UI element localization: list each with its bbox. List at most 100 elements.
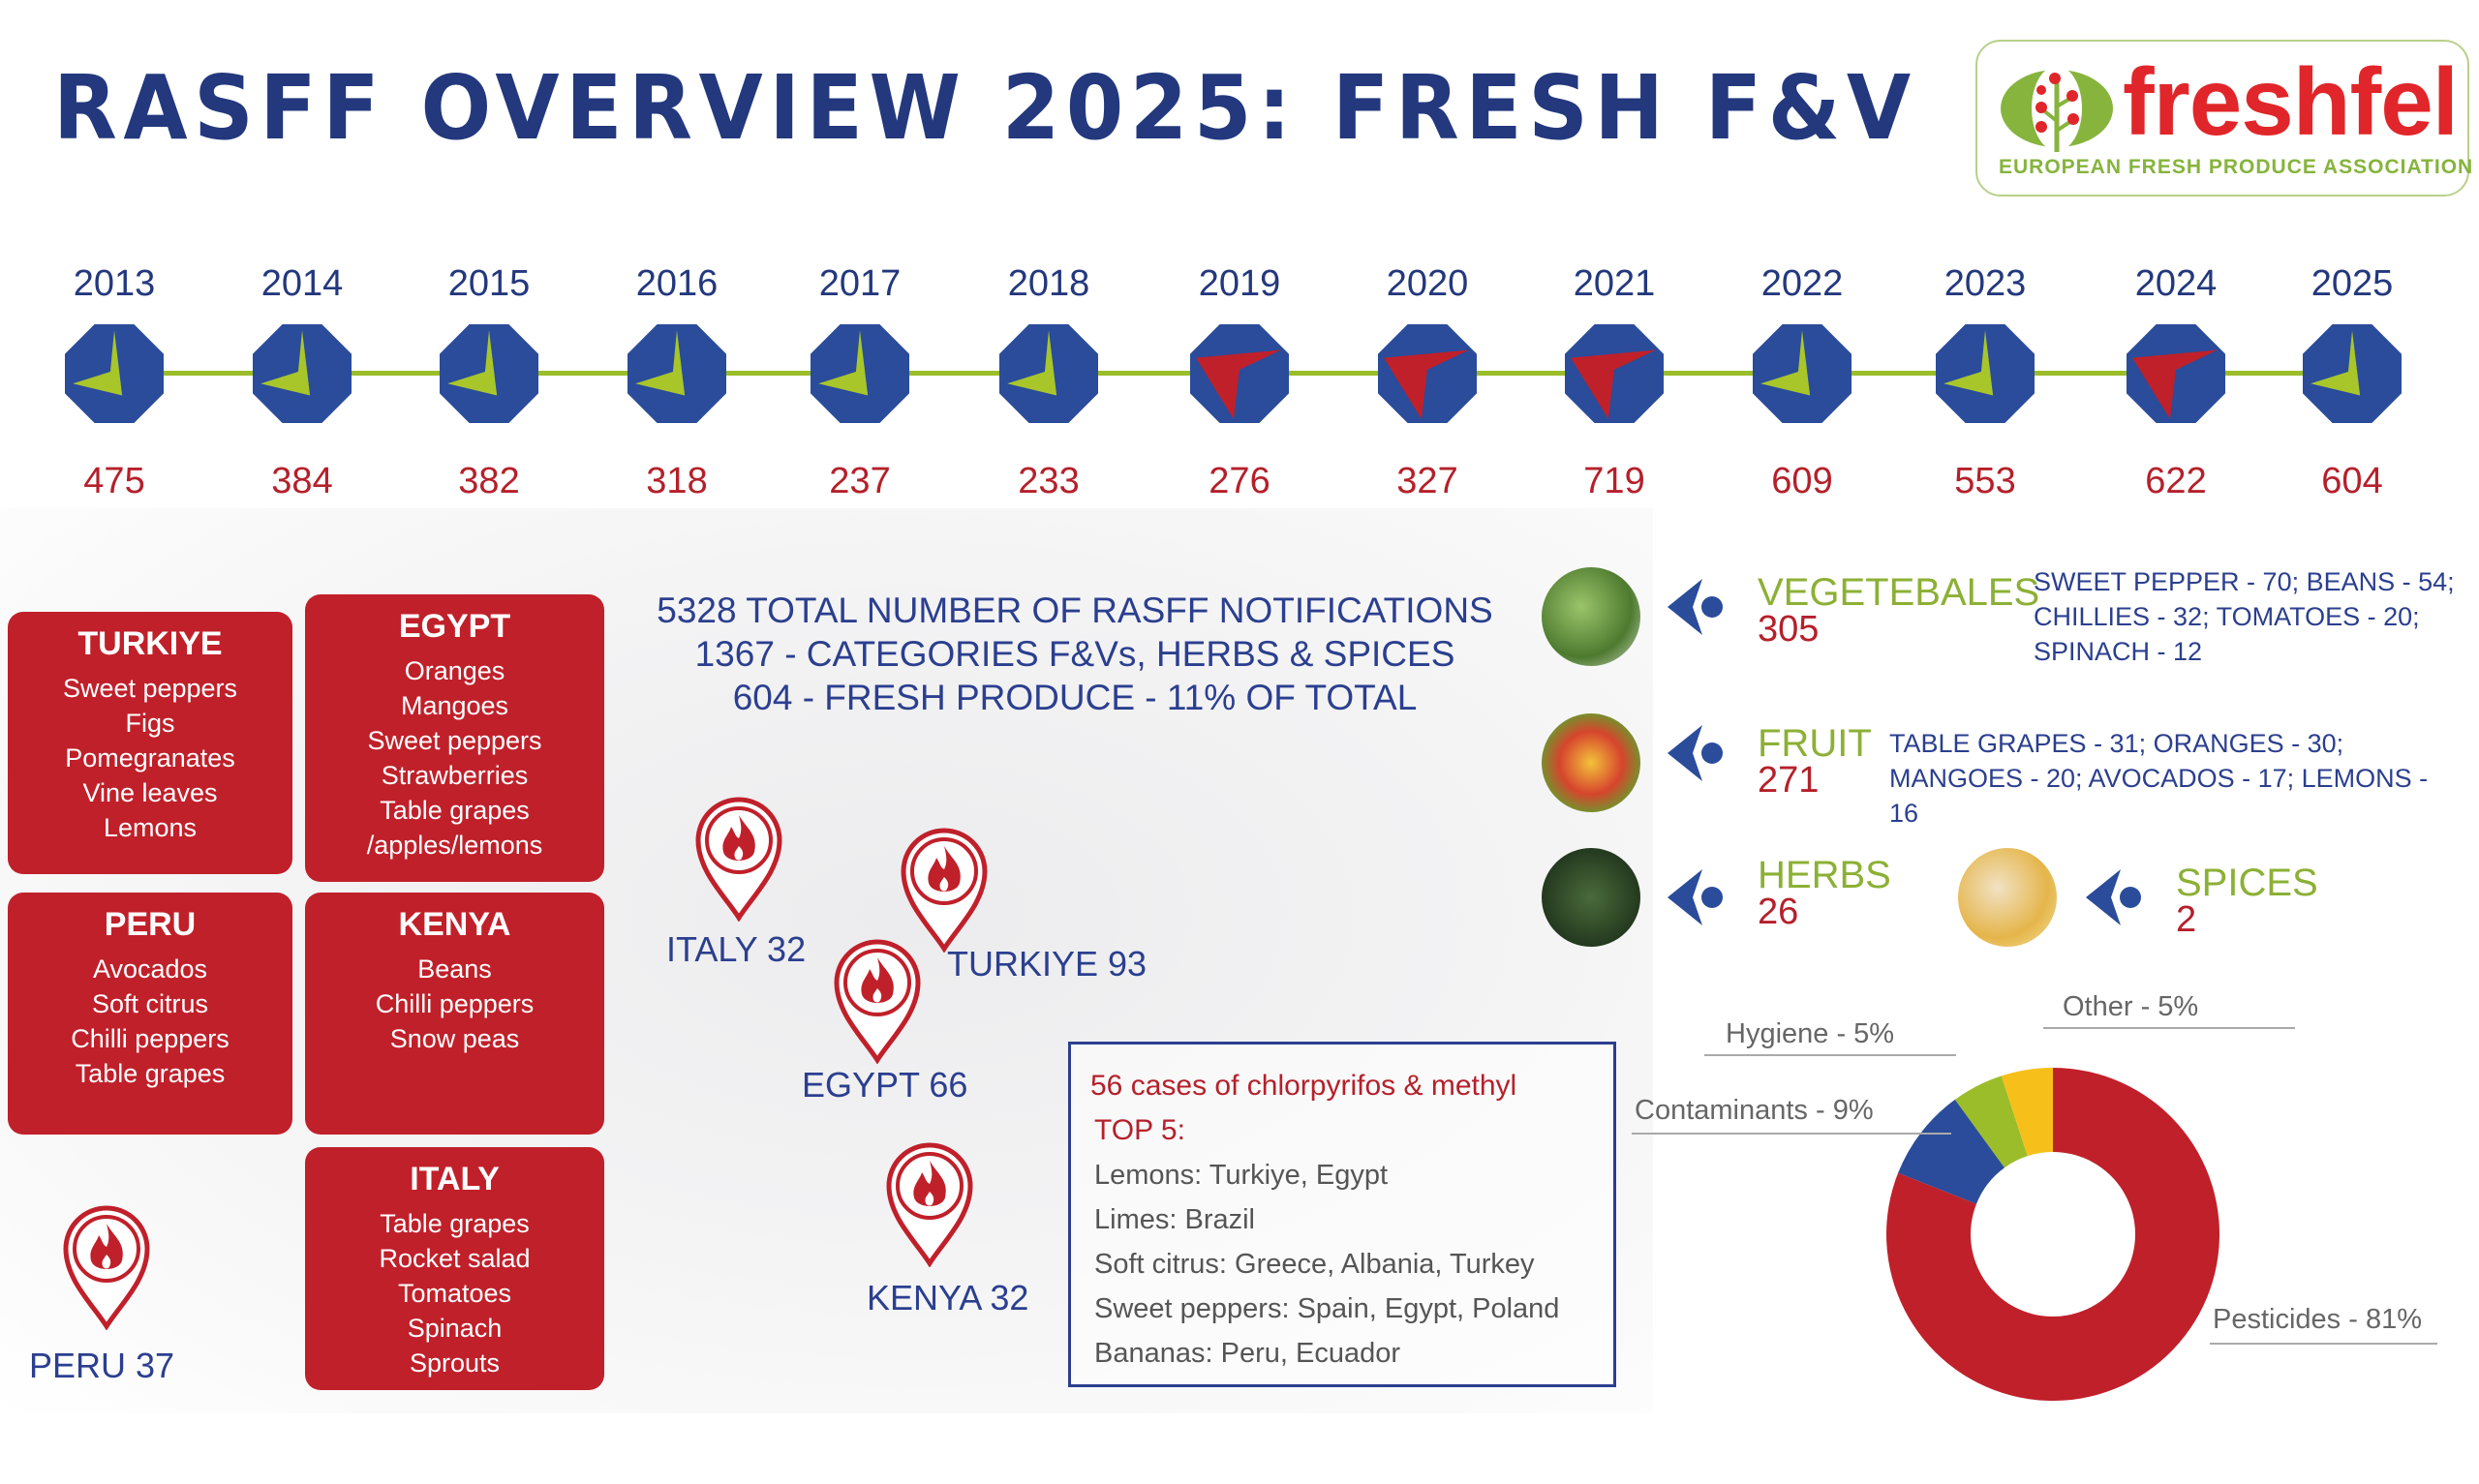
country-product: Chilli peppers [375,989,535,1018]
country-product: Table grapes [380,1209,530,1238]
top5-row: Bananas: Peru, Ecuador [1094,1338,1400,1369]
country-product: Vine leaves [82,778,218,807]
category-details: TABLE GRAPES - 31; ORANGES - 30; MANGOES … [1889,726,2428,831]
trend-down-icon [627,324,726,423]
timeline-value: 318 [646,461,708,501]
page-title: RASFF OVERVIEW 2025: FRESH F&V [53,56,1917,160]
country-product: /apples/lemons [366,831,543,860]
summary-line: 604 - FRESH PRODUCE - 11% OF TOTAL [732,678,1418,717]
trend-down-icon [2303,324,2402,423]
fruit-photo [1542,713,1640,812]
herbs-photo [1542,848,1640,947]
timeline-value: 237 [829,461,891,501]
country-product: Figs [125,709,175,738]
leader-line [2043,1027,2295,1029]
arrow-left-icon [1664,865,1728,929]
category-count: 305 [1758,609,1820,650]
country-product: Strawberries [381,761,529,790]
country-name: PERU [104,906,197,943]
timeline-value: 604 [2321,461,2383,501]
trend-up-icon [2127,324,2225,423]
summary-text: 5328 TOTAL NUMBER OF RASFF NOTIFICATIONS… [542,589,1607,719]
pin-label: ITALY 32 [666,929,807,969]
timeline-year: 2019 [1198,263,1281,304]
timeline-value: 327 [1396,461,1458,501]
top5-box: 56 cases of chlorpyrifos & methyl TOP 5:… [1068,1042,1616,1387]
trend-down-icon [1753,324,1852,423]
timeline-value: 475 [83,461,145,501]
vegetebales-photo [1542,567,1640,666]
timeline-year: 2014 [260,263,344,304]
top5-row: Limes: Brazil [1094,1204,1255,1235]
country-product: Snow peas [389,1024,520,1053]
timeline-year: 2018 [1007,263,1090,304]
donut-label: Contaminants - 9% [1635,1095,1874,1126]
detail-line: TABLE GRAPES - 31; ORANGES - 30; [1889,729,2344,758]
category-count: 26 [1758,892,1799,932]
category-details: SWEET PEPPER - 70; BEANS - 54; CHILLIES -… [2034,564,2455,669]
country-product: Mangoes [400,691,509,720]
timeline-value: 382 [458,461,520,501]
timeline-year: 2023 [1943,263,2027,304]
timeline-value: 276 [1209,461,1270,501]
trend-down-icon [999,324,1098,423]
freshfel-leaf-icon [2001,66,2113,152]
detail-line: SWEET PEPPER - 70; BEANS - 54; [2034,567,2455,596]
timeline-year: 2016 [635,263,719,304]
country-product: Oranges [404,656,505,685]
logo-wordmark: freshfel [2123,48,2459,155]
top5-row: Sweet peppers: Spain, Egypt, Poland [1094,1293,1560,1324]
timeline-year: 2024 [2134,263,2218,304]
timeline-value: 553 [1954,461,2016,501]
pin-label: PERU 37 [29,1346,175,1385]
leader-line [2210,1343,2437,1345]
donut-slice-other [2001,1068,2053,1157]
donut-slice-hygiene [1954,1075,2028,1168]
country-product: Rocket salad [379,1244,531,1273]
fire-pin-icon [896,823,993,954]
country-box-peru: PERU Avocados Soft citrus Chilli peppers Tab… [8,893,292,1135]
donut-slice-pesticides [1886,1068,2219,1401]
category-label: VEGETEBALES [1758,571,2040,614]
detail-line: 16 [1889,799,1919,828]
pin-label: KENYA 32 [867,1278,1029,1317]
country-box-turkiye: TURKIYE Sweet peppers Figs Pomegranates Vine… [8,612,292,874]
timeline-year: 2025 [2311,263,2394,304]
country-product: Sweet peppers [367,726,542,755]
top5-subheading: TOP 5: [1094,1114,1185,1146]
country-box-egypt: EGYPT Oranges Mangoes Sweet peppers Strawber… [305,594,604,882]
trend-down-icon [440,324,538,423]
country-product: Table grapes [75,1059,226,1088]
timeline-year: 2021 [1573,263,1656,304]
freshfel-logo: freshfel EUROPEAN FRESH PRODUCE ASSOCIAT… [1975,40,2472,197]
timeline-year: 2013 [73,263,156,304]
timeline-value: 384 [271,461,333,501]
fire-pin-icon [881,1137,978,1268]
category-label: FRUIT [1758,722,1872,765]
donut-label: Pesticides - 81% [2213,1304,2422,1335]
country-product: Chilli peppers [71,1024,230,1053]
trend-up-icon [1378,324,1477,423]
arrow-left-icon [1664,721,1728,785]
country-product: Spinach [407,1314,503,1343]
detail-line: MANGOES - 20; AVOCADOS - 17; LEMONS - [1889,764,2429,793]
country-name: TURKIYE [77,625,223,662]
country-product: Pomegranates [65,743,235,772]
trend-up-icon [1565,324,1664,423]
country-product: Soft citrus [91,989,209,1018]
country-product: Lemons [103,813,198,842]
country-product: Sprouts [409,1348,501,1378]
top5-row: Soft citrus: Greece, Albania, Turkey [1094,1249,1535,1280]
fire-pin-icon [690,792,787,923]
trend-down-icon [811,324,909,423]
fire-pin-icon [58,1200,155,1331]
leader-line [1632,1133,1951,1135]
timeline-year: 2020 [1386,263,1469,304]
donut-slice-contaminants [1898,1099,2005,1204]
trend-down-icon [1936,324,2035,423]
detail-line: SPINACH - 12 [2034,637,2203,666]
category-label: SPICES [2176,862,2318,904]
timeline-year: 2022 [1760,263,1844,304]
category-count: 271 [1758,760,1820,801]
arrow-left-icon [1664,575,1728,639]
